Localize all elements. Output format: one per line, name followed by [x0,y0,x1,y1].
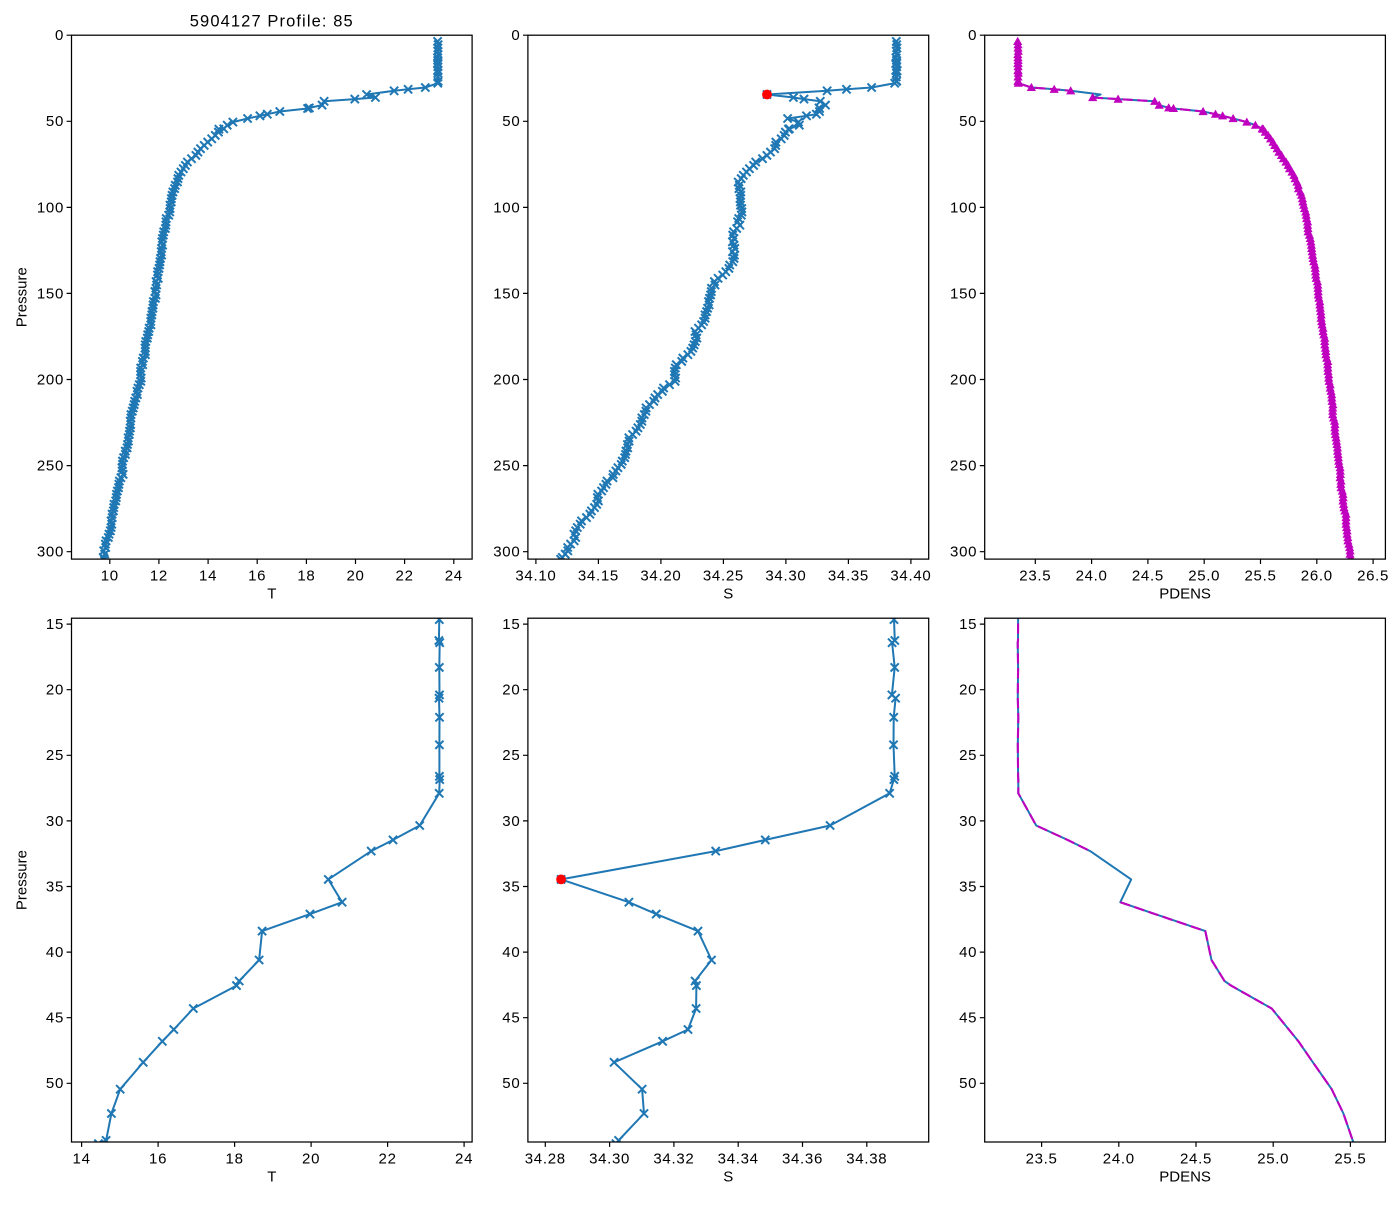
svg-text:24: 24 [455,1150,473,1167]
svg-text:PDENS: PDENS [1159,586,1211,603]
svg-text:T: T [267,1169,276,1186]
svg-text:300: 300 [950,544,977,561]
svg-text:24.0: 24.0 [1076,567,1108,584]
svg-text:15: 15 [46,616,64,633]
svg-text:250: 250 [37,458,64,475]
svg-text:22: 22 [379,1150,397,1167]
svg-text:24.0: 24.0 [1103,1150,1135,1167]
svg-text:34.32: 34.32 [653,1150,694,1167]
svg-text:150: 150 [493,285,520,302]
svg-text:34.20: 34.20 [640,567,681,584]
svg-text:200: 200 [493,371,520,388]
svg-text:50: 50 [502,1075,520,1092]
svg-text:Pressure: Pressure [14,267,31,327]
svg-text:23.5: 23.5 [1026,1150,1058,1167]
svg-text:20: 20 [959,682,977,699]
svg-text:50: 50 [959,113,977,130]
svg-text:15: 15 [502,616,520,633]
svg-text:34.34: 34.34 [718,1150,759,1167]
svg-text:0: 0 [968,27,977,44]
svg-text:50: 50 [502,113,520,130]
svg-text:300: 300 [493,544,520,561]
svg-text:24.5: 24.5 [1132,567,1164,584]
svg-text:25.0: 25.0 [1257,1150,1289,1167]
svg-text:18: 18 [226,1150,244,1167]
svg-text:35: 35 [46,878,64,895]
svg-text:22: 22 [396,567,414,584]
svg-text:200: 200 [950,371,977,388]
svg-text:30: 30 [502,813,520,830]
svg-text:25.0: 25.0 [1188,567,1220,584]
svg-text:40: 40 [959,944,977,961]
svg-text:45: 45 [959,1010,977,1027]
svg-text:45: 45 [46,1010,64,1027]
svg-text:25: 25 [959,747,977,764]
svg-text:14: 14 [73,1150,91,1167]
svg-text:S: S [723,586,733,603]
svg-text:34.15: 34.15 [578,567,619,584]
svg-text:34.25: 34.25 [703,567,744,584]
svg-text:40: 40 [502,944,520,961]
svg-text:34.10: 34.10 [515,567,556,584]
svg-text:40: 40 [46,944,64,961]
svg-text:18: 18 [297,567,315,584]
svg-text:24.5: 24.5 [1180,1150,1212,1167]
svg-text:26.5: 26.5 [1357,567,1389,584]
svg-text:S: S [723,1169,733,1186]
svg-text:100: 100 [493,199,520,216]
svg-text:100: 100 [37,199,64,216]
svg-text:50: 50 [46,1075,64,1092]
svg-text:34.38: 34.38 [846,1150,887,1167]
svg-text:250: 250 [950,458,977,475]
svg-text:150: 150 [950,285,977,302]
svg-text:20: 20 [46,682,64,699]
svg-text:34.30: 34.30 [765,567,806,584]
svg-text:200: 200 [37,371,64,388]
svg-text:16: 16 [248,567,266,584]
svg-text:45: 45 [502,1010,520,1027]
svg-text:23.5: 23.5 [1019,567,1051,584]
svg-text:Pressure: Pressure [14,850,31,910]
svg-text:12: 12 [150,567,168,584]
svg-text:16: 16 [149,1150,167,1167]
svg-text:25: 25 [46,747,64,764]
svg-text:30: 30 [959,813,977,830]
svg-text:30: 30 [46,813,64,830]
svg-text:20: 20 [302,1150,320,1167]
svg-text:5904127 Profile: 85: 5904127 Profile: 85 [190,12,354,30]
svg-text:34.36: 34.36 [782,1150,823,1167]
svg-text:25.5: 25.5 [1245,567,1277,584]
svg-text:T: T [267,586,276,603]
svg-text:14: 14 [199,567,217,584]
svg-text:24: 24 [445,567,463,584]
svg-text:300: 300 [37,544,64,561]
svg-text:34.35: 34.35 [828,567,869,584]
svg-text:100: 100 [950,199,977,216]
svg-text:34.28: 34.28 [525,1150,566,1167]
svg-text:35: 35 [502,878,520,895]
svg-text:34.40: 34.40 [890,567,931,584]
svg-text:20: 20 [346,567,364,584]
svg-text:PDENS: PDENS [1159,1169,1211,1186]
svg-text:25: 25 [502,747,520,764]
svg-text:15: 15 [959,616,977,633]
svg-text:50: 50 [959,1075,977,1092]
svg-text:0: 0 [511,27,520,44]
svg-text:35: 35 [959,878,977,895]
svg-text:20: 20 [502,682,520,699]
svg-text:34.30: 34.30 [589,1150,630,1167]
svg-text:250: 250 [493,458,520,475]
svg-text:25.5: 25.5 [1334,1150,1366,1167]
svg-text:50: 50 [46,113,64,130]
svg-text:150: 150 [37,285,64,302]
svg-text:0: 0 [55,27,64,44]
svg-text:26.0: 26.0 [1301,567,1333,584]
svg-text:10: 10 [101,567,119,584]
